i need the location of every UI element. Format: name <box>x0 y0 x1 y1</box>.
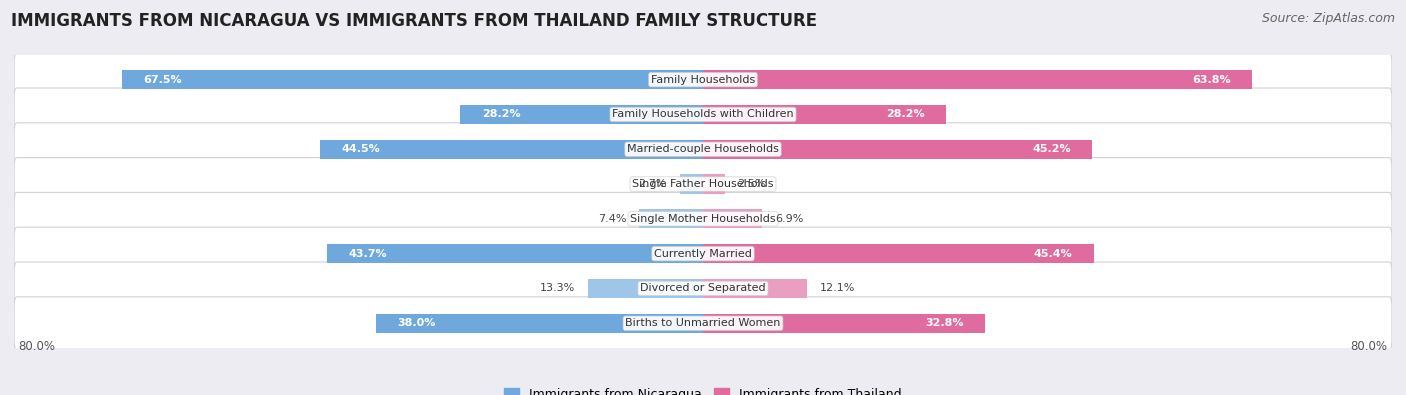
Bar <box>122 70 703 89</box>
Text: Family Households with Children: Family Households with Children <box>612 109 794 119</box>
Bar <box>640 209 703 228</box>
Bar <box>703 105 946 124</box>
Text: 43.7%: 43.7% <box>349 248 387 259</box>
Bar <box>326 244 703 263</box>
Text: Married-couple Households: Married-couple Households <box>627 144 779 154</box>
FancyBboxPatch shape <box>14 53 1392 106</box>
Text: 44.5%: 44.5% <box>342 144 380 154</box>
Text: 13.3%: 13.3% <box>540 284 575 293</box>
Bar <box>375 314 703 333</box>
Text: 67.5%: 67.5% <box>143 75 181 85</box>
Text: 45.4%: 45.4% <box>1033 248 1073 259</box>
Bar <box>703 209 762 228</box>
Text: 28.2%: 28.2% <box>886 109 924 119</box>
FancyBboxPatch shape <box>14 123 1392 176</box>
FancyBboxPatch shape <box>14 88 1392 141</box>
Text: Currently Married: Currently Married <box>654 248 752 259</box>
Text: 28.2%: 28.2% <box>482 109 520 119</box>
Text: Single Father Households: Single Father Households <box>633 179 773 189</box>
Bar <box>703 70 1253 89</box>
Bar <box>703 279 807 298</box>
Bar <box>703 140 1092 159</box>
Text: 6.9%: 6.9% <box>775 214 804 224</box>
Bar <box>703 314 986 333</box>
Text: 63.8%: 63.8% <box>1192 75 1230 85</box>
Bar <box>703 244 1094 263</box>
FancyBboxPatch shape <box>14 227 1392 280</box>
Bar <box>679 175 703 194</box>
Text: Divorced or Separated: Divorced or Separated <box>640 284 766 293</box>
Text: Family Households: Family Households <box>651 75 755 85</box>
FancyBboxPatch shape <box>14 262 1392 315</box>
FancyBboxPatch shape <box>14 192 1392 245</box>
Text: 80.0%: 80.0% <box>1351 340 1388 354</box>
Text: 2.5%: 2.5% <box>738 179 766 189</box>
Text: 80.0%: 80.0% <box>18 340 55 354</box>
Text: 7.4%: 7.4% <box>598 214 626 224</box>
FancyBboxPatch shape <box>14 158 1392 211</box>
FancyBboxPatch shape <box>14 297 1392 350</box>
Text: 45.2%: 45.2% <box>1032 144 1071 154</box>
Text: Source: ZipAtlas.com: Source: ZipAtlas.com <box>1261 12 1395 25</box>
Bar <box>319 140 703 159</box>
Text: 2.7%: 2.7% <box>638 179 666 189</box>
Text: 38.0%: 38.0% <box>398 318 436 328</box>
Text: Births to Unmarried Women: Births to Unmarried Women <box>626 318 780 328</box>
Text: 12.1%: 12.1% <box>820 284 855 293</box>
Text: Single Mother Households: Single Mother Households <box>630 214 776 224</box>
Text: 32.8%: 32.8% <box>925 318 965 328</box>
Bar <box>460 105 703 124</box>
Bar <box>703 175 724 194</box>
Legend: Immigrants from Nicaragua, Immigrants from Thailand: Immigrants from Nicaragua, Immigrants fr… <box>499 383 907 395</box>
Bar <box>589 279 703 298</box>
Text: IMMIGRANTS FROM NICARAGUA VS IMMIGRANTS FROM THAILAND FAMILY STRUCTURE: IMMIGRANTS FROM NICARAGUA VS IMMIGRANTS … <box>11 12 817 30</box>
